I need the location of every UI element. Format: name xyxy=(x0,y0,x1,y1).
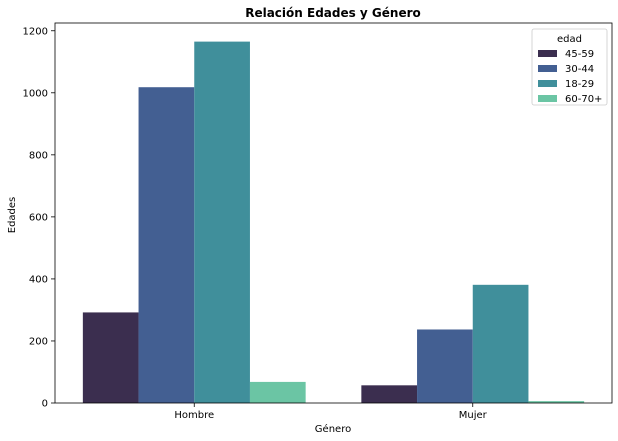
bar-hombre-45-59 xyxy=(82,312,139,403)
legend-swatch xyxy=(538,65,557,72)
bar-hombre-18-29 xyxy=(194,41,250,403)
y-tick-label: 1200 xyxy=(23,26,48,37)
legend-swatch xyxy=(538,95,557,102)
y-tick-label: 800 xyxy=(29,150,48,161)
x-tick-label: Mujer xyxy=(459,410,488,421)
bar-mujer-45-59 xyxy=(361,385,418,403)
bar-hombre-60-70plus xyxy=(249,381,306,403)
y-tick-label: 1000 xyxy=(23,88,48,99)
legend-title: edad xyxy=(557,34,582,45)
bar-hombre-30-44 xyxy=(138,87,195,403)
x-axis-label: Género xyxy=(315,423,351,435)
legend-label: 60-70+ xyxy=(565,94,602,105)
plot-frame xyxy=(54,22,613,404)
legend-label: 30-44 xyxy=(565,64,594,75)
chart-title: Relación Edades y Género xyxy=(245,6,421,20)
y-tick-label: 600 xyxy=(29,212,48,223)
bar-mujer-18-29 xyxy=(472,284,529,403)
legend: edad 45-59 30-44 18-29 60-70+ xyxy=(531,28,608,106)
y-tick-label: 0 xyxy=(42,399,48,410)
y-tick-label: 200 xyxy=(29,336,48,347)
legend-swatch xyxy=(538,50,557,57)
legend-label: 45-59 xyxy=(565,49,594,60)
x-axis: Hombre Mujer xyxy=(174,403,488,421)
y-axis-label: Edades xyxy=(7,197,18,234)
y-axis: 0 200 400 600 800 1000 1200 xyxy=(23,26,55,410)
plot-area xyxy=(54,22,613,404)
legend-swatch xyxy=(538,80,557,87)
bar-mujer-30-44 xyxy=(417,329,473,403)
bar-mujer-60-70plus xyxy=(528,401,585,403)
legend-label: 18-29 xyxy=(565,79,594,90)
x-tick-label: Hombre xyxy=(174,410,214,421)
y-tick-label: 400 xyxy=(29,274,48,285)
